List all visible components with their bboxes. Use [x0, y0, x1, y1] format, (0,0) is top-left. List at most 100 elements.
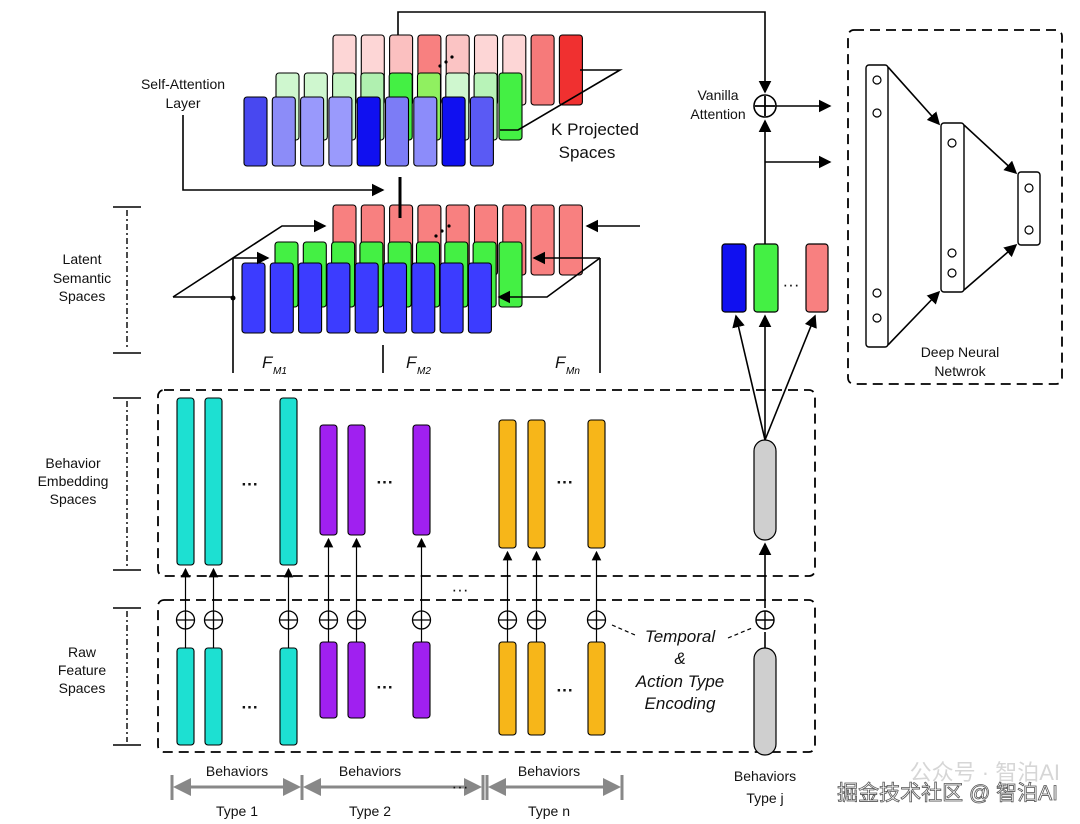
raw-feature-bar: [279, 647, 298, 746]
svg-text:Spaces: Spaces: [59, 288, 106, 304]
svg-text:Embedding: Embedding: [38, 473, 109, 489]
projected-blue-bar: [271, 96, 296, 167]
svg-text:Semantic: Semantic: [53, 270, 111, 286]
plus-icon: [279, 611, 298, 629]
svg-text:Netwrok: Netwrok: [934, 363, 986, 379]
svg-text:Behaviors: Behaviors: [518, 763, 580, 779]
svg-text:Spaces: Spaces: [559, 143, 616, 162]
projected-blue-bar: [384, 96, 410, 167]
svg-text:···: ···: [783, 275, 800, 294]
svg-text:Behaviors: Behaviors: [339, 763, 401, 779]
ellipsis: ···: [242, 475, 259, 494]
svg-text:Type j: Type j: [746, 790, 783, 806]
svg-text:Behaviors: Behaviors: [734, 768, 796, 784]
attention-vector-red: [805, 243, 829, 313]
svg-text:···: ···: [452, 777, 469, 796]
svg-text:Behaviors: Behaviors: [206, 763, 268, 779]
plus-circle-icon: [755, 610, 775, 630]
fm-labels: F M1 F M2 F Mn: [262, 353, 580, 377]
projected-blue-bar: [441, 96, 466, 167]
projected-blue-bar: [469, 96, 494, 167]
behavior-embedding-bar: [347, 424, 366, 536]
projected-blue-bar: [328, 96, 353, 167]
deep-neural-network: Deep Neural Netwrok: [865, 64, 1041, 379]
raw-feature-bar: [204, 647, 223, 746]
between-ellipsis: ···: [452, 580, 469, 599]
ellipsis: ···: [377, 473, 394, 492]
ellipsis: ···: [242, 698, 259, 717]
behavior-embedding-box: [157, 389, 816, 577]
svg-text:Mn: Mn: [566, 366, 580, 377]
projected-blue-bar: [356, 96, 381, 167]
raw-feature-bar: [319, 641, 338, 719]
watermark-faint: 公众号 · 智泊AI: [910, 760, 1060, 785]
raw-feature-bar: [587, 641, 606, 736]
projected-blue-bar: [300, 96, 325, 167]
svg-text:Attention: Attention: [690, 106, 745, 122]
projected-plane: [500, 69, 623, 131]
svg-text:K Projected: K Projected: [551, 120, 639, 139]
latent-blue-bar: [439, 262, 464, 334]
behavior-embedding-bar: [527, 419, 546, 549]
latent-plane-bottom: [497, 257, 601, 304]
svg-text:Spaces: Spaces: [50, 491, 97, 507]
behavior-embedding-bar: [498, 419, 517, 549]
svg-text:Behavior: Behavior: [45, 455, 101, 471]
svg-text:Type n: Type n: [528, 803, 570, 819]
svg-text:M2: M2: [417, 366, 431, 377]
plus-icon: [176, 611, 195, 629]
svg-text:Feature: Feature: [58, 662, 106, 678]
raw-feature-label: Raw Feature Spaces: [58, 644, 106, 696]
plus-icon: [587, 611, 606, 629]
raw-feature-bar: [347, 641, 366, 719]
type-j-raw: [753, 647, 777, 756]
latent-red-bar: [530, 204, 555, 276]
type-ranges: Behaviors Behaviors Behaviors Type 1 Typ…: [170, 763, 796, 819]
latent-blue-bar: [326, 262, 351, 334]
svg-text:Vanilla: Vanilla: [698, 87, 739, 103]
junction-dot: [230, 295, 236, 301]
svg-text:F: F: [555, 353, 567, 372]
latent-red-bar: [558, 204, 583, 276]
watermark: 掘金技术社区 @ 智泊AI: [837, 782, 1058, 805]
latent-label: Latent Semantic Spaces: [53, 251, 111, 304]
latent-blue-bar: [241, 262, 266, 334]
projected-blue-bar: [243, 96, 268, 167]
attention-sum-icon: [753, 94, 777, 118]
behavior-embedding-bar: [412, 424, 431, 536]
ellipsis: ···: [377, 678, 394, 697]
plus-icon: [527, 611, 546, 629]
plus-icon: [347, 611, 366, 629]
svg-text:Type 2: Type 2: [349, 803, 391, 819]
type-j-embedding: [753, 439, 777, 541]
svg-text:Self-Attention: Self-Attention: [141, 76, 225, 92]
svg-text:&: &: [674, 649, 685, 668]
svg-text:Encoding: Encoding: [645, 694, 716, 713]
svg-text:Action Type: Action Type: [635, 672, 725, 691]
behavior-embedding-bar: [587, 419, 606, 549]
latent-blue-bar: [467, 262, 492, 334]
dnn-box: [847, 29, 1063, 385]
bars-layer: [241, 34, 583, 334]
k-projected-label: K Projected Spaces: [551, 120, 639, 162]
behavior-embedding-bar: [279, 397, 298, 566]
fm-lines: [232, 258, 601, 373]
attention-line: [397, 11, 772, 94]
svg-text:Type 1: Type 1: [216, 803, 258, 819]
ellipsis-dots: [434, 55, 454, 238]
plus-icon: [412, 611, 431, 629]
svg-text:M1: M1: [273, 366, 287, 377]
latent-blue-bar: [298, 262, 323, 334]
svg-text:Raw: Raw: [68, 644, 97, 660]
svg-text:F: F: [406, 353, 418, 372]
span-arrows: [113, 206, 141, 746]
plus-icon: [498, 611, 517, 629]
ellipsis: ···: [557, 473, 574, 492]
plus-icon: [204, 611, 223, 629]
latent-blue-bar: [411, 262, 436, 334]
projected-green-bar: [498, 72, 523, 141]
raw-feature-bar: [498, 641, 517, 736]
plus-icon: [319, 611, 338, 629]
behavior-embedding-bar: [204, 397, 223, 566]
